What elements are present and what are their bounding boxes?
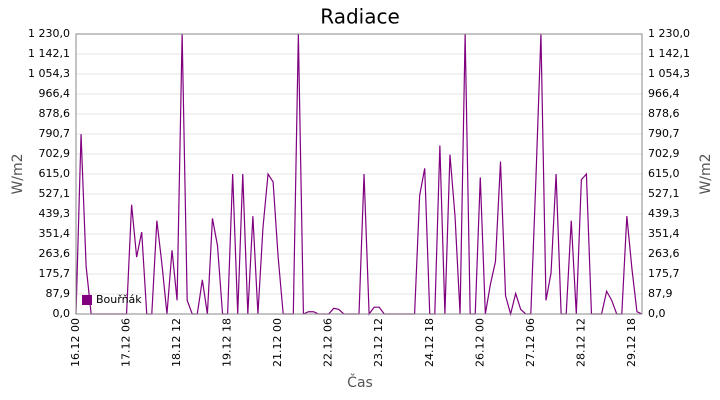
x-tick-label: 23.12 12 <box>372 318 385 367</box>
y2-tick-label: 351,4 <box>648 227 680 240</box>
y-tick-label: 1 142,1 <box>28 47 70 60</box>
y2-tick-label: 0,0 <box>648 307 666 320</box>
y2-tick-label: 790,7 <box>648 127 680 140</box>
x-axis-label: Čas <box>347 373 373 391</box>
legend-label: Bouřňák <box>96 293 142 306</box>
plot-border <box>75 33 643 315</box>
y2-tick-label: 1 054,3 <box>648 67 690 80</box>
x-tick-label: 16.12 00 <box>69 318 82 367</box>
x-tick-label: 26.12 00 <box>473 318 486 367</box>
y-tick-label: 175,7 <box>39 267 71 280</box>
y-tick-label: 615,0 <box>39 167 71 180</box>
y2-tick-label: 439,3 <box>648 207 680 220</box>
y2-tick-label: 87,9 <box>648 287 673 300</box>
x-tick-label: 29.12 18 <box>625 318 638 367</box>
y2-axis-label: W/m2 <box>698 153 714 194</box>
y2-tick-label: 1 142,1 <box>648 47 690 60</box>
y-axis-label: W/m2 <box>10 153 26 194</box>
y-tick-label: 790,7 <box>39 127 71 140</box>
x-tick-label: 21.12 00 <box>271 318 284 367</box>
x-tick-label: 24.12 18 <box>423 318 436 367</box>
x-tick-label: 18.12 12 <box>170 318 183 367</box>
y-tick-label: 966,4 <box>39 87 71 100</box>
y-tick-label: 1 054,3 <box>28 67 70 80</box>
y-tick-label: 878,6 <box>39 107 71 120</box>
y-tick-label: 87,9 <box>46 287 71 300</box>
legend-swatch <box>82 295 92 305</box>
x-tick-label: 22.12 06 <box>322 318 335 367</box>
y-tick-label: 0,0 <box>53 307 71 320</box>
y-tick-label: 1 230,0 <box>28 27 70 40</box>
y2-tick-label: 263,6 <box>648 247 680 260</box>
x-tick-label: 19.12 18 <box>221 318 234 367</box>
y-tick-label: 263,6 <box>39 247 71 260</box>
y2-tick-label: 175,7 <box>648 267 680 280</box>
y-tick-label: 351,4 <box>39 227 71 240</box>
y-tick-label: 439,3 <box>39 207 71 220</box>
y2-tick-label: 1 230,0 <box>648 27 690 40</box>
y2-tick-label: 702,9 <box>648 147 680 160</box>
x-tick-label: 28.12 12 <box>574 318 587 367</box>
y2-tick-label: 527,1 <box>648 187 680 200</box>
x-tick-label: 17.12 06 <box>120 318 133 367</box>
y2-tick-label: 966,4 <box>648 87 680 100</box>
x-tick-label: 27.12 06 <box>524 318 537 367</box>
chart-title: Radiace <box>320 5 400 29</box>
y-tick-label: 702,9 <box>39 147 71 160</box>
y2-tick-label: 615,0 <box>648 167 680 180</box>
y-tick-label: 527,1 <box>39 187 71 200</box>
y2-tick-label: 878,6 <box>648 107 680 120</box>
